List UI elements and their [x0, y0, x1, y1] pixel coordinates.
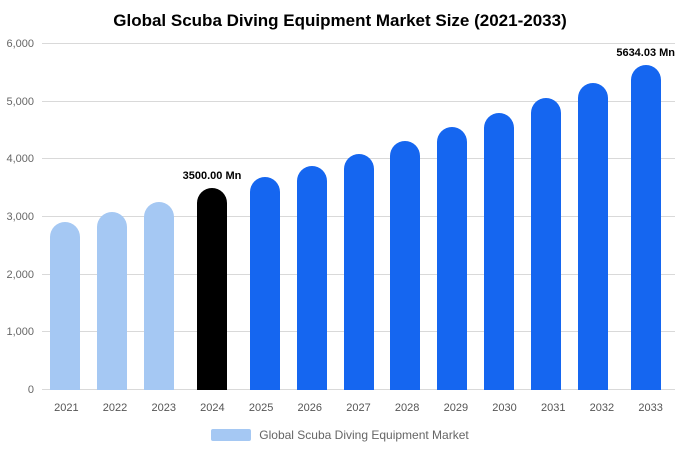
plot-area: 3500.00 Mn 5634.03 Mn — [42, 43, 675, 390]
legend-label: Global Scuba Diving Equipment Market — [259, 428, 469, 442]
y-tick-label: 4,000 — [6, 153, 34, 166]
x-tick-label: 2029 — [443, 402, 469, 414]
bar-slot — [335, 44, 382, 390]
bar-2029 — [437, 127, 468, 390]
gridline — [42, 100, 675, 102]
bar-2021 — [50, 221, 81, 390]
bar-2033 — [630, 65, 661, 390]
y-tick-label: 0 — [27, 384, 34, 396]
bar-2030 — [484, 113, 515, 390]
y-tick-label: 6,000 — [6, 38, 34, 50]
bar-2028 — [390, 140, 421, 390]
bar-2025 — [249, 177, 280, 390]
x-tick-label: 2030 — [492, 402, 517, 414]
bar-slot — [569, 44, 616, 390]
bar-slot — [429, 44, 476, 390]
y-tick-label: 5,000 — [6, 95, 34, 108]
x-tick-label: 2024 — [200, 402, 225, 414]
bar-slot: 5634.03 Mn — [616, 44, 675, 390]
x-tick-label: 2025 — [248, 402, 274, 414]
bar-2024 — [196, 188, 227, 390]
y-tick-label: 3,000 — [6, 211, 34, 223]
bar-2026 — [296, 165, 327, 390]
gridline — [42, 43, 675, 44]
x-tick-label: 2031 — [540, 402, 566, 414]
bar-slot — [89, 44, 136, 390]
x-tick-label: 2023 — [151, 402, 176, 414]
bar-2032 — [577, 82, 608, 390]
bar-2031 — [531, 98, 562, 390]
y-axis: 0 1,000 2,000 3,000 4,000 5,000 6,000 — [0, 38, 38, 396]
x-tick-label: 2022 — [102, 402, 128, 414]
legend-swatch — [211, 429, 252, 441]
bar-slot: 3500.00 Mn — [182, 44, 242, 390]
bar-slot — [382, 44, 429, 390]
bar-value-label: 3500.00 Mn — [182, 170, 242, 183]
bar-2022 — [97, 211, 128, 390]
legend: Global Scuba Diving Equipment Market — [0, 428, 680, 442]
x-tick-label: 2026 — [297, 402, 323, 414]
bar-slot — [241, 44, 288, 390]
bar-slot — [42, 44, 89, 390]
x-tick-label: 2021 — [54, 402, 79, 414]
bar-slot — [288, 44, 335, 390]
x-tick-label: 2027 — [346, 402, 371, 414]
bar-value-label: 5634.03 Mn — [616, 47, 676, 60]
bars-row: 3500.00 Mn 5634.03 Mn — [42, 44, 675, 390]
x-tick-label: 2032 — [589, 402, 615, 414]
chart-title: Global Scuba Diving Equipment Market Siz… — [113, 11, 567, 30]
y-tick-label: 2,000 — [6, 268, 34, 281]
bar-2023 — [144, 202, 175, 390]
bar-2027 — [343, 153, 374, 390]
y-tick-label: 1,000 — [6, 326, 34, 339]
x-axis: 2021 2022 2023 2024 2025 2026 2027 2028 2029 2030… — [42, 396, 675, 416]
x-tick-label: 2028 — [394, 402, 420, 414]
bar-slot — [136, 44, 183, 390]
x-tick-label: 2033 — [638, 402, 663, 414]
bar-slot — [523, 44, 570, 390]
bar-slot — [476, 44, 523, 390]
